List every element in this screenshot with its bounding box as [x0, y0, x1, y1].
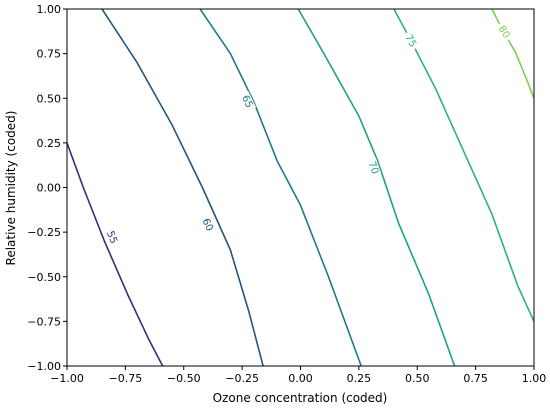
y-axis-label: Relative humidity (coded) — [4, 111, 18, 266]
x-tick-label: −0.75 — [109, 372, 143, 385]
contour-line-80 — [491, 9, 534, 99]
y-tick-label: 0.75 — [37, 48, 62, 61]
contour-line-70 — [297, 9, 456, 366]
y-tick-label: −1.00 — [27, 360, 61, 373]
contour-line-75 — [393, 9, 534, 322]
x-tick-label: 1.00 — [522, 372, 547, 385]
x-tick-label: 0.75 — [463, 372, 488, 385]
x-tick-label: 0.00 — [288, 372, 313, 385]
x-tick-label: 0.25 — [347, 372, 372, 385]
y-tick-label: 0.50 — [37, 92, 62, 105]
contour-label-80: 80 — [496, 24, 512, 41]
contour-label-75: 75 — [402, 33, 418, 49]
x-tick-label: 0.50 — [405, 372, 430, 385]
contour-label-55: 55 — [104, 230, 119, 246]
contour-line-65 — [199, 9, 362, 366]
y-tick-label: 0.25 — [37, 137, 62, 150]
y-tick-label: −0.75 — [27, 315, 61, 328]
x-tick-label: −1.00 — [50, 372, 84, 385]
y-tick-label: 0.00 — [37, 182, 62, 195]
contour-label-70: 70 — [366, 160, 380, 176]
contour-label-65: 65 — [239, 94, 254, 110]
x-tick-label: −0.25 — [225, 372, 259, 385]
y-tick-label: −0.25 — [27, 226, 61, 239]
y-tick-label: −0.50 — [27, 271, 61, 284]
contour-line-55 — [67, 142, 164, 366]
contour-label-60: 60 — [199, 217, 214, 233]
y-tick-label: 1.00 — [37, 3, 62, 16]
x-tick-label: −0.50 — [167, 372, 201, 385]
contour-line-60 — [101, 9, 264, 366]
x-axis-label: Ozone concentration (coded) — [213, 391, 388, 405]
